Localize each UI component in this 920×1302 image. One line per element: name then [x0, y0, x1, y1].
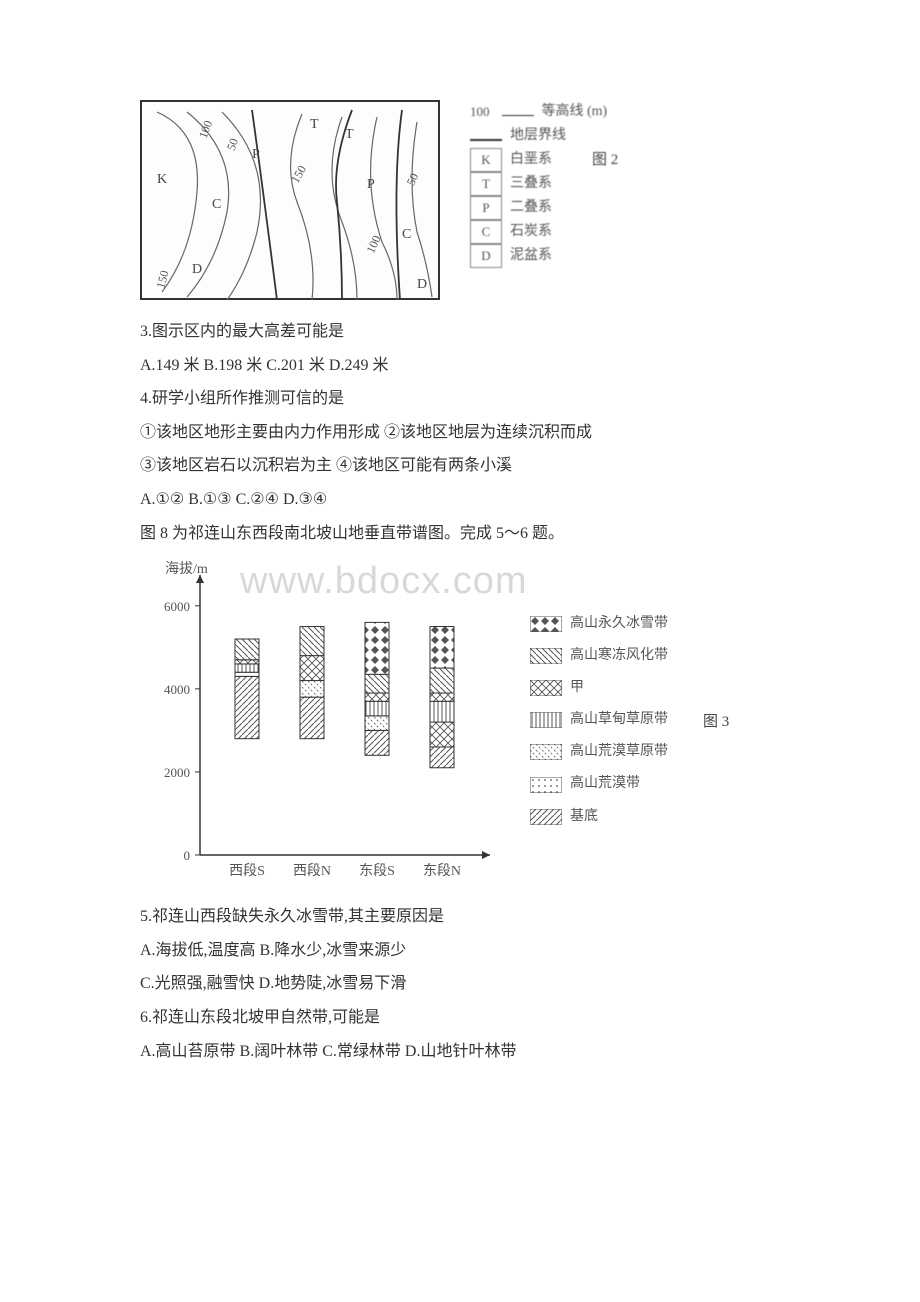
map-label-D: D	[192, 262, 202, 278]
chart-legend-label: 高山草甸草原带	[570, 704, 668, 736]
chart-legend-label: 高山荒漠草原带	[570, 736, 668, 768]
legend-stratum-label: 二叠系	[510, 196, 552, 220]
q4-opts: A.①② B.①③ C.②④ D.③④	[140, 483, 780, 517]
vertical-band-chart: 0 2000 4000 6000 海拔/m 西段S 西段N 东段S 东段N	[140, 555, 510, 885]
legend-swatch	[530, 809, 562, 825]
figure-2-legend: 100 等高线 (m) 地层界线 K 白垩系 T 三叠系 P 二叠系 C 石炭系 D 泥盆系 图 …	[470, 100, 618, 268]
svg-text:西段S: 西段S	[229, 863, 265, 879]
legend-boundary-row: 地层界线	[470, 124, 618, 148]
map-label-C: C	[212, 197, 221, 213]
legend-stratum-row: C 石炭系	[470, 220, 552, 244]
legend-stratum-row: K 白垩系	[470, 148, 552, 172]
map-label-C2: C	[402, 227, 411, 243]
svg-text:海拔/m: 海拔/m	[165, 561, 208, 577]
q5-line2: C.光照强,融雪快 D.地势陡,冰雪易下滑	[140, 967, 780, 1001]
svg-text:4000: 4000	[164, 682, 190, 697]
svg-text:0: 0	[184, 848, 191, 863]
map-label-D2: D	[417, 277, 427, 293]
legend-stratum-symbol: P	[470, 196, 502, 220]
q4-line1: ①该地区地形主要由内力作用形成 ②该地区地层为连续沉积而成	[140, 416, 780, 450]
figure-2-row: K T T P P C C D D 100 50 150 150 50 100 …	[140, 100, 780, 300]
svg-text:2000: 2000	[164, 765, 190, 780]
chart-legend-row: 高山荒漠带	[530, 768, 668, 800]
figure-3-caption: 图 3	[703, 710, 729, 731]
legend-boundary-line	[470, 139, 502, 141]
legend-stratum-symbol: D	[470, 244, 502, 268]
chart-legend-row: 甲	[530, 672, 668, 704]
map-label-T: T	[310, 117, 319, 133]
chart-legend-label: 高山寒冻风化带	[570, 640, 668, 672]
legend-contour-line	[502, 115, 534, 116]
legend-contour-row: 100 等高线 (m)	[470, 100, 618, 124]
legend-boundary-label: 地层界线	[510, 124, 566, 148]
figure-3-container: www.bdocx.com 0200040006000海拔/m西段S西段N东段S…	[140, 555, 780, 885]
legend-stratum-row: T 三叠系	[470, 172, 552, 196]
legend-stratum-label: 石炭系	[510, 220, 552, 244]
legend-stratum-symbol: T	[470, 172, 502, 196]
legend-contour-value: 100	[470, 101, 490, 123]
svg-text:西段N: 西段N	[293, 863, 331, 879]
q4-line2: ③该地区岩石以沉积岩为主 ④该地区可能有两条小溪	[140, 449, 780, 483]
q6-stem: 6.祁连山东段北坡甲自然带,可能是	[140, 1001, 780, 1035]
svg-text:6000: 6000	[164, 599, 190, 614]
legend-swatch	[530, 744, 562, 760]
legend-swatch	[530, 680, 562, 696]
intro-5-6: 图 8 为祁连山东西段南北坡山地垂直带谱图。完成 5～6 题。	[140, 517, 780, 551]
legend-stratum-label: 泥盆系	[510, 244, 552, 268]
legend-swatch	[530, 648, 562, 664]
chart-legend-row: 高山草甸草原带	[530, 704, 668, 736]
contour-svg	[142, 102, 442, 302]
q5-line1: A.海拔低,温度高 B.降水少,冰雪来源少	[140, 934, 780, 968]
legend-stratum-row: D 泥盆系	[470, 244, 552, 268]
map-label-P2: P	[367, 177, 375, 193]
chart-legend-row: 高山永久冰雪带	[530, 608, 668, 640]
legend-stratum-symbol: K	[470, 148, 502, 172]
contour-map: K T T P P C C D D 100 50 150 150 50 100	[140, 100, 440, 300]
legend-stratum-label: 三叠系	[510, 172, 552, 196]
svg-text:东段S: 东段S	[359, 863, 395, 879]
q4-stem: 4.研学小组所作推测可信的是	[140, 382, 780, 416]
legend-stratum-symbol: C	[470, 220, 502, 244]
legend-contour-label: 等高线 (m)	[542, 100, 608, 124]
figure-2-caption: 图 2	[592, 148, 618, 174]
legend-stratum-row: P 二叠系	[470, 196, 552, 220]
chart-legend-label: 高山荒漠带	[570, 768, 640, 800]
map-label-P: P	[252, 147, 260, 163]
chart-legend-row: 基底	[530, 801, 668, 833]
chart-legend: 高山永久冰雪带高山寒冻风化带甲高山草甸草原带高山荒漠草原带高山荒漠带基底	[530, 608, 668, 833]
legend-stratum-label: 白垩系	[510, 148, 552, 172]
chart-legend-label: 基底	[570, 801, 598, 833]
legend-swatch	[530, 712, 562, 728]
svg-text:东段N: 东段N	[423, 863, 461, 879]
legend-swatch	[530, 616, 562, 632]
map-label-T2: T	[345, 127, 354, 143]
chart-legend-label: 甲	[570, 672, 584, 704]
q3-opts: A.149 米 B.198 米 C.201 米 D.249 米	[140, 349, 780, 383]
chart-legend-label: 高山永久冰雪带	[570, 608, 668, 640]
legend-swatch	[530, 777, 562, 793]
q5-stem: 5.祁连山西段缺失永久冰雪带,其主要原因是	[140, 900, 780, 934]
q6-opts: A.高山苔原带 B.阔叶林带 C.常绿林带 D.山地针叶林带	[140, 1035, 780, 1069]
map-label-K: K	[157, 172, 167, 188]
chart-legend-row: 高山寒冻风化带	[530, 640, 668, 672]
q3-stem: 3.图示区内的最大高差可能是	[140, 315, 780, 349]
chart-legend-row: 高山荒漠草原带	[530, 736, 668, 768]
